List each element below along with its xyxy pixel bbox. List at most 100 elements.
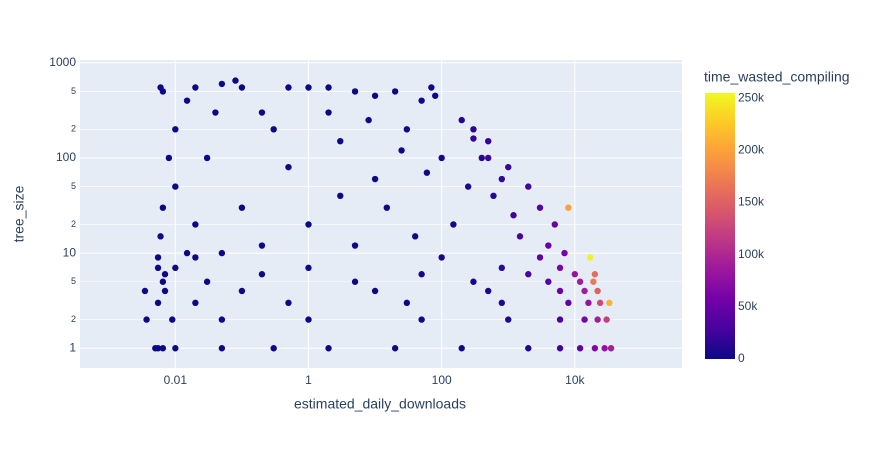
point (305, 316, 312, 323)
point (159, 204, 167, 211)
point (603, 316, 610, 323)
point (351, 242, 359, 249)
points (141, 77, 615, 352)
point (238, 84, 246, 91)
x-tick-label: 0.01 (164, 373, 188, 387)
point (159, 278, 167, 285)
point (525, 345, 532, 352)
point (371, 92, 379, 99)
point (428, 84, 435, 91)
colorbar-tick-label: 50k (738, 299, 758, 313)
point (545, 278, 552, 285)
point (192, 299, 199, 307)
y-tick-label: 2 (71, 124, 76, 134)
y-tick-label: 5 (71, 181, 76, 191)
point (565, 204, 572, 211)
point (154, 299, 162, 307)
point (337, 192, 344, 200)
point (556, 345, 564, 352)
point (203, 278, 211, 285)
point (536, 204, 544, 211)
point (258, 242, 266, 249)
point (172, 264, 179, 272)
colorbar-tick-label: 100k (738, 247, 765, 261)
plot-area (80, 60, 682, 368)
point (556, 264, 564, 272)
point (485, 154, 492, 162)
point (183, 249, 191, 257)
y-tick-label: 2 (71, 219, 76, 229)
point (571, 271, 579, 278)
point (258, 109, 266, 116)
point (450, 221, 457, 228)
point (576, 278, 584, 285)
point (432, 92, 439, 99)
point (232, 77, 239, 84)
x-axis-title: estimated_daily_downloads (294, 396, 466, 412)
y-tick-label: 1000 (49, 55, 76, 69)
point (586, 254, 594, 261)
point (238, 204, 246, 211)
point (285, 163, 292, 171)
point (591, 271, 599, 278)
point (607, 345, 615, 352)
point (411, 233, 419, 240)
point (464, 183, 472, 190)
point (161, 287, 169, 295)
point (490, 192, 497, 200)
point (169, 316, 176, 323)
point (591, 345, 599, 352)
point (203, 154, 211, 162)
point (403, 299, 411, 307)
point (165, 154, 173, 162)
point (498, 299, 505, 307)
point (556, 316, 564, 323)
point (270, 345, 277, 352)
point (498, 264, 505, 272)
point (258, 271, 266, 278)
point (525, 183, 532, 190)
point (383, 204, 391, 211)
point (154, 345, 162, 352)
point (606, 299, 613, 307)
point (498, 175, 505, 183)
point (325, 84, 332, 91)
point (510, 212, 517, 219)
point (351, 278, 359, 285)
point (581, 316, 588, 323)
colorbar-tick-label: 150k (738, 195, 765, 209)
y-axis-title: tree_size (11, 185, 27, 242)
point (470, 126, 477, 133)
point (218, 316, 226, 323)
x-tick-label: 10k (565, 373, 585, 387)
point (183, 97, 191, 104)
point (438, 154, 445, 162)
point (594, 316, 601, 323)
y-tick-label: 1 (69, 340, 76, 354)
point (212, 109, 219, 116)
point (285, 84, 292, 91)
y-tick-label: 10 (63, 245, 77, 259)
point (551, 221, 558, 228)
point (154, 254, 162, 261)
point (585, 299, 592, 307)
point (458, 345, 465, 352)
point (423, 169, 431, 176)
point (391, 88, 399, 95)
point (561, 249, 568, 257)
point (218, 80, 226, 88)
point (371, 287, 379, 295)
point (536, 254, 544, 261)
point (143, 316, 150, 323)
point (594, 287, 601, 295)
point (325, 345, 332, 352)
point (418, 271, 425, 278)
point (141, 287, 149, 295)
point (470, 135, 477, 142)
point (403, 126, 411, 133)
y-tick-label: 100 (56, 150, 76, 164)
point (238, 287, 246, 295)
point (154, 264, 162, 272)
point (505, 316, 512, 323)
colorbar-tick-label: 250k (738, 90, 765, 104)
